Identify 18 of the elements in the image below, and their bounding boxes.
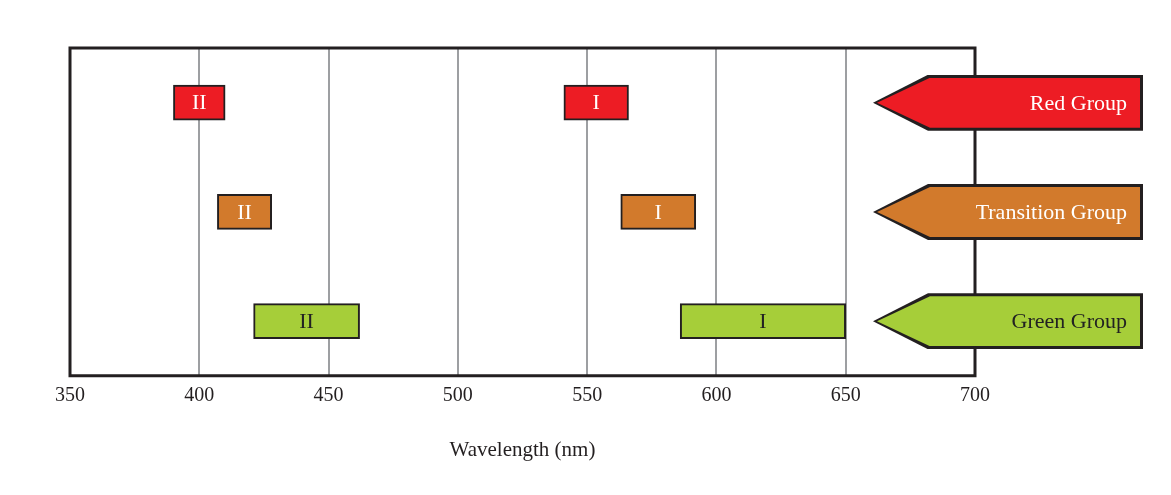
text: II [237, 198, 252, 224]
y-tick-label: Transition Group [975, 198, 1127, 225]
x-tick-label: 650 [830, 383, 861, 406]
x-tick-label: 600 [701, 383, 732, 406]
x-tick-label: 400 [184, 383, 215, 406]
y-tick-label: Green Group [1011, 308, 1127, 335]
series-label: II [191, 89, 207, 115]
text: I [654, 198, 662, 224]
x-tick-label: 500 [442, 383, 473, 406]
x-axis-title: Wavelength (nm) [449, 436, 596, 461]
x-tick-label: 550 [572, 383, 603, 406]
x-tick-label: 700 [960, 383, 990, 406]
x-tick-label: 450 [313, 383, 344, 406]
text: II [299, 307, 314, 333]
y-tick-label: Red Group [1029, 89, 1127, 116]
text: I [759, 307, 767, 333]
series-label: I [592, 89, 600, 115]
x-tick-label: 350 [55, 383, 85, 406]
